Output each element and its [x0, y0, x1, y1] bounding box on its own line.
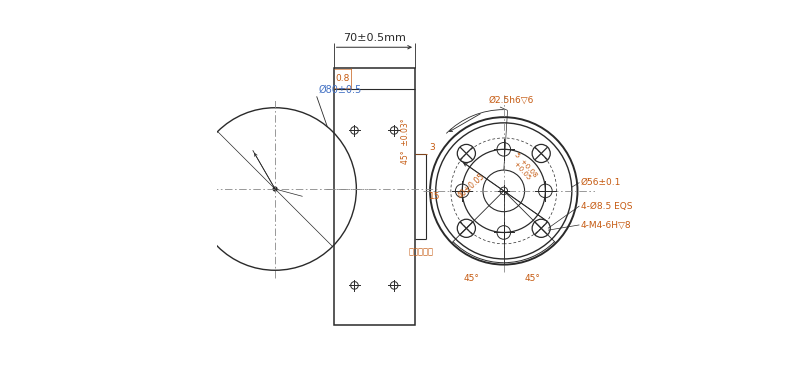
Text: 15: 15 — [429, 192, 441, 201]
Text: 40±0.05: 40±0.05 — [457, 172, 487, 200]
Text: 整体出线口: 整体出线口 — [408, 248, 433, 256]
Text: 4-M4-6H▽8: 4-M4-6H▽8 — [581, 220, 631, 229]
Text: 45°  ±0.03°: 45° ±0.03° — [401, 119, 410, 164]
Text: 4-Ø8.5 EQS: 4-Ø8.5 EQS — [581, 201, 632, 211]
Text: 3: 3 — [429, 143, 435, 152]
Text: 70±0.5mm: 70±0.5mm — [343, 33, 406, 43]
Text: 0.8: 0.8 — [335, 74, 350, 83]
Text: 5  +0.08
   +0.05: 5 +0.08 +0.05 — [508, 152, 538, 183]
Text: Ø80±0.5: Ø80±0.5 — [319, 85, 362, 95]
Text: Ø56±0.1: Ø56±0.1 — [581, 178, 621, 187]
Circle shape — [273, 187, 277, 191]
Text: 45°: 45° — [524, 274, 540, 283]
Bar — [333, 68, 415, 325]
Text: 45°: 45° — [464, 274, 479, 283]
Text: Ø2.5h6▽6: Ø2.5h6▽6 — [489, 96, 534, 105]
